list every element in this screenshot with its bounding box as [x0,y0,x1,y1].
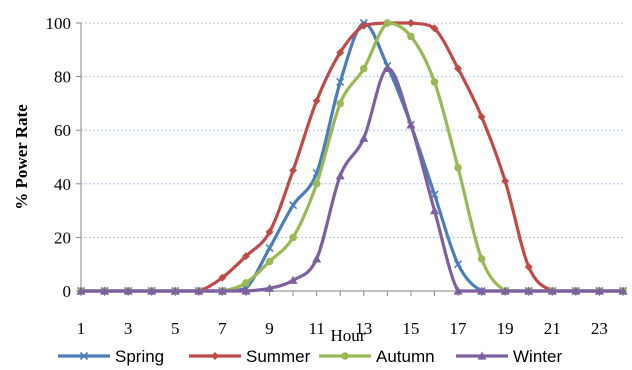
point-winter [406,120,416,129]
y-tick-label: 60 [54,121,71,140]
point-spring [336,77,345,87]
point-summer [501,177,510,186]
x-tick-label: 23 [591,319,608,338]
point-autumn [242,279,250,287]
point-winter [594,286,604,295]
y-tick-label: 0 [63,282,72,301]
series-winter [76,64,628,295]
legend-marker-summer [211,352,219,360]
point-autumn [430,78,439,86]
point-autumn [383,19,392,27]
legend-label-winter: Winter [513,347,562,366]
point-winter [312,254,322,263]
point-winter [571,286,581,295]
y-tick-label: 20 [54,228,71,247]
x-tick-label: 5 [171,319,180,338]
gridlines [81,22,623,238]
x-axis-title: Hour [331,326,366,345]
point-spring [453,260,463,269]
legend-marker-winter [477,351,487,360]
x-tick-label: 15 [402,319,419,338]
point-winter [547,286,557,295]
legend-item-spring: Spring [58,347,164,366]
x-tick-label: 17 [450,319,468,338]
x-tick-label: 19 [497,319,514,338]
series-line-winter [79,66,625,293]
legend-item-summer: Summer [189,347,311,366]
point-summer [336,48,345,57]
series-lines [76,18,628,296]
point-summer [430,24,439,33]
point-summer [241,252,250,261]
legend-item-winter: Winter [456,347,562,366]
y-tick-label: 100 [46,14,72,33]
point-summer [312,96,321,105]
point-autumn [289,233,297,242]
y-tick-label: 80 [54,68,71,87]
x-tick-label: 3 [124,319,133,338]
point-winter [618,286,628,295]
point-autumn [359,64,368,73]
point-winter [241,286,251,295]
point-summer [477,112,486,121]
point-winter [359,133,369,142]
point-winter [382,64,392,73]
x-tick-label: 7 [218,319,227,338]
point-winter [524,286,534,295]
point-summer [359,21,368,30]
point-winter [477,286,487,295]
point-summer [265,228,274,237]
point-winter [76,286,86,295]
point-winter [123,286,133,295]
x-tick-label: 1 [77,319,86,338]
point-summer [524,262,533,271]
x-tick-label: 13 [355,319,372,338]
legend-label-summer: Summer [246,347,311,366]
point-summer [218,273,227,282]
point-autumn [477,255,486,263]
point-summer [454,64,463,73]
legend-marker-autumn [341,352,349,360]
x-tick-label: 9 [265,319,274,338]
y-tick-label: 40 [54,175,71,194]
legend: Spring Summer Autumn Winter [58,347,562,366]
point-winter [429,206,439,215]
point-winter [217,286,227,295]
point-winter [453,286,463,295]
y-axis-title: % Power Rate [12,104,31,210]
point-spring [289,201,298,210]
x-tick-labels: 1 3 5 7 9 11 13 15 17 19 21 23 [77,319,608,338]
x-tick-label: 11 [308,319,324,338]
point-autumn [454,163,462,172]
point-autumn [336,99,345,108]
point-summer [406,19,415,27]
point-winter [265,283,275,292]
point-autumn [265,257,274,266]
point-winter [194,286,204,295]
point-autumn [407,32,415,41]
point-winter [335,171,345,180]
point-winter [100,286,110,295]
x-tick-label: 21 [544,319,561,338]
y-tick-labels: 0 20 40 60 80 100 [46,14,72,301]
legend-item-autumn: Autumn [319,347,435,366]
legend-label-spring: Spring [115,347,164,366]
legend-marker-spring [79,351,89,361]
point-autumn [312,180,321,188]
point-winter [500,286,510,295]
point-winter [170,286,180,295]
legend-label-autumn: Autumn [376,347,435,366]
point-winter [288,275,298,284]
point-winter [147,286,157,295]
point-spring [265,244,274,253]
point-summer [289,166,298,175]
